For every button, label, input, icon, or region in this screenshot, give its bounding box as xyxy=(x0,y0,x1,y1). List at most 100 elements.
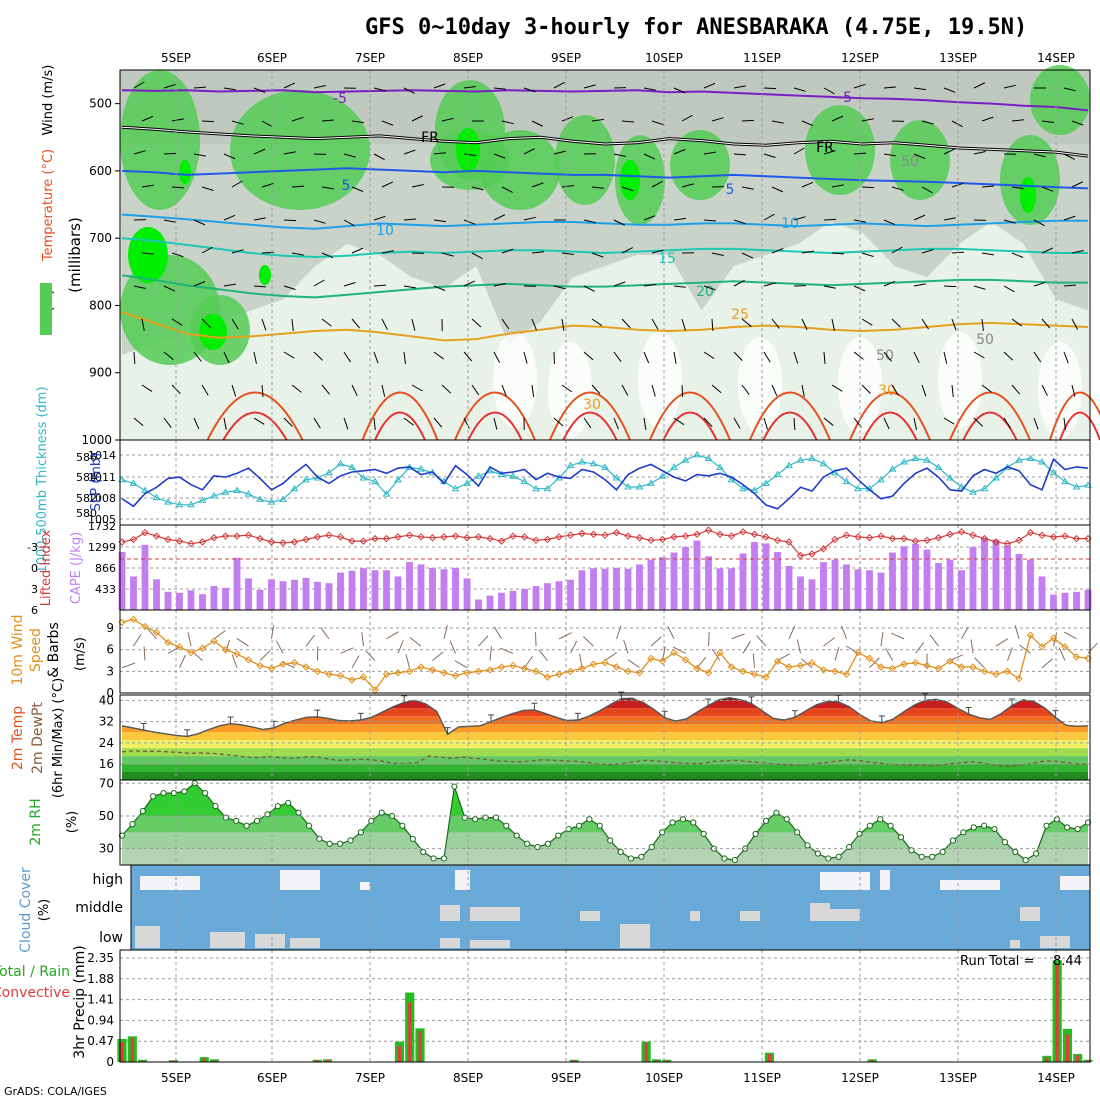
lifted-index-marker xyxy=(382,534,391,543)
lifted-index-marker xyxy=(1038,531,1046,539)
wind-barb xyxy=(163,219,176,223)
lifted-index-marker xyxy=(141,528,149,537)
wind-speed-marker xyxy=(819,666,828,674)
wind-barb xyxy=(583,417,592,429)
thickness-marker xyxy=(819,459,828,467)
thickness-marker xyxy=(474,472,483,479)
wind-barb xyxy=(373,351,379,364)
precip-convective-bar xyxy=(654,1059,658,1062)
cape-bar xyxy=(912,543,919,610)
wind-barb xyxy=(885,648,893,661)
wind-barb xyxy=(381,318,388,330)
lifted-index-marker xyxy=(233,532,241,540)
thickness-marker xyxy=(773,470,782,477)
wind-speed-marker xyxy=(601,658,609,667)
wind-barb xyxy=(259,650,271,661)
wind-barb xyxy=(801,181,814,188)
wind-barb xyxy=(373,153,385,161)
rh-marker xyxy=(440,855,448,862)
rh-marker xyxy=(586,816,593,823)
rh-marker xyxy=(804,842,811,849)
thickness-marker xyxy=(877,475,885,483)
precip-tick-label: 1.41 xyxy=(87,993,114,1007)
cape-bar xyxy=(1084,589,1092,610)
isotherm-30 xyxy=(749,391,831,441)
thickness-marker xyxy=(750,486,759,494)
lifted-index-marker xyxy=(279,539,287,547)
rh-marker xyxy=(752,830,759,838)
cloud-patch xyxy=(140,876,200,890)
cape-bar xyxy=(797,576,804,610)
rh-area xyxy=(122,783,1088,865)
temp-tick-label: 24 xyxy=(99,736,114,750)
wind-barb xyxy=(703,351,715,359)
temp-band xyxy=(122,716,1088,725)
wind-barb xyxy=(763,351,771,363)
lifted-index-marker xyxy=(290,538,299,546)
thickness-marker xyxy=(612,474,621,481)
wind-speed-marker xyxy=(486,666,494,674)
wind-barb xyxy=(471,186,484,191)
lifted-index-marker xyxy=(1049,533,1058,541)
temp-band xyxy=(122,772,1088,780)
wind-speed-marker xyxy=(762,673,770,681)
wind-barb xyxy=(397,640,404,654)
precip-convective-bar xyxy=(397,1046,401,1062)
wind-barb xyxy=(493,153,506,159)
wind-barb xyxy=(493,87,506,90)
lifted-index-marker xyxy=(716,530,724,539)
contour-label-temperature: 10 xyxy=(781,216,799,232)
contour-label-wind: -5 xyxy=(838,90,852,106)
cloud-patch xyxy=(470,907,520,921)
wind-speed-marker xyxy=(474,667,483,676)
wind-barb xyxy=(973,417,983,427)
precip-convective-bar xyxy=(1065,1034,1069,1062)
lifted-index-marker xyxy=(589,530,598,539)
lifted-index-marker xyxy=(532,536,540,545)
wind-barb xyxy=(591,318,603,327)
credit-label: GrADS: COLA/IGES xyxy=(4,1085,107,1098)
wind-barb xyxy=(823,218,837,221)
cloud-patch xyxy=(455,870,470,890)
wind-barb xyxy=(651,180,663,188)
thickness-marker xyxy=(417,465,425,472)
wind-speed-marker xyxy=(808,658,816,667)
contour-label-temperature: 30 xyxy=(583,397,601,413)
lifted-index-marker xyxy=(773,536,782,545)
bottom-date-label: 7SEP xyxy=(355,1071,385,1085)
thickness-marker xyxy=(624,482,632,490)
wind-barb xyxy=(531,318,537,331)
rh-marker xyxy=(679,816,687,823)
rh-marker xyxy=(1043,822,1050,829)
lifted-index-marker xyxy=(865,534,874,542)
lifted-index-marker xyxy=(302,535,310,544)
precip-convective-bar xyxy=(130,1037,134,1062)
cape-bar xyxy=(578,570,586,610)
wind-speed-marker xyxy=(785,663,793,671)
isotherm-30 xyxy=(949,391,1031,441)
lifted-index-marker xyxy=(992,538,1000,546)
thickness-marker xyxy=(164,498,172,505)
temp-label-1: 2m Temp xyxy=(10,706,26,770)
precip-convective-bar xyxy=(202,1058,206,1062)
wind-barb xyxy=(320,627,330,640)
wind-frame xyxy=(119,609,1091,694)
wind-speed-marker xyxy=(313,667,322,676)
cape-bar xyxy=(1004,545,1011,610)
wind-barb xyxy=(1063,153,1075,160)
wind-barb xyxy=(696,656,707,669)
rh-marker xyxy=(627,855,635,862)
wind-barb xyxy=(493,417,498,430)
cape-bar xyxy=(923,549,931,610)
wind-barb xyxy=(403,149,416,155)
rh-marker xyxy=(731,856,738,864)
rh-marker xyxy=(160,789,167,797)
cape-bar xyxy=(141,544,149,610)
upper-ytick-label: 500 xyxy=(89,97,112,111)
contour-label-rh: 50 xyxy=(901,154,919,170)
wind-barb xyxy=(351,120,364,124)
wind-barb xyxy=(313,279,325,287)
wind-barb xyxy=(793,147,805,155)
wind-barb xyxy=(913,153,926,159)
wind-barb xyxy=(538,649,548,661)
